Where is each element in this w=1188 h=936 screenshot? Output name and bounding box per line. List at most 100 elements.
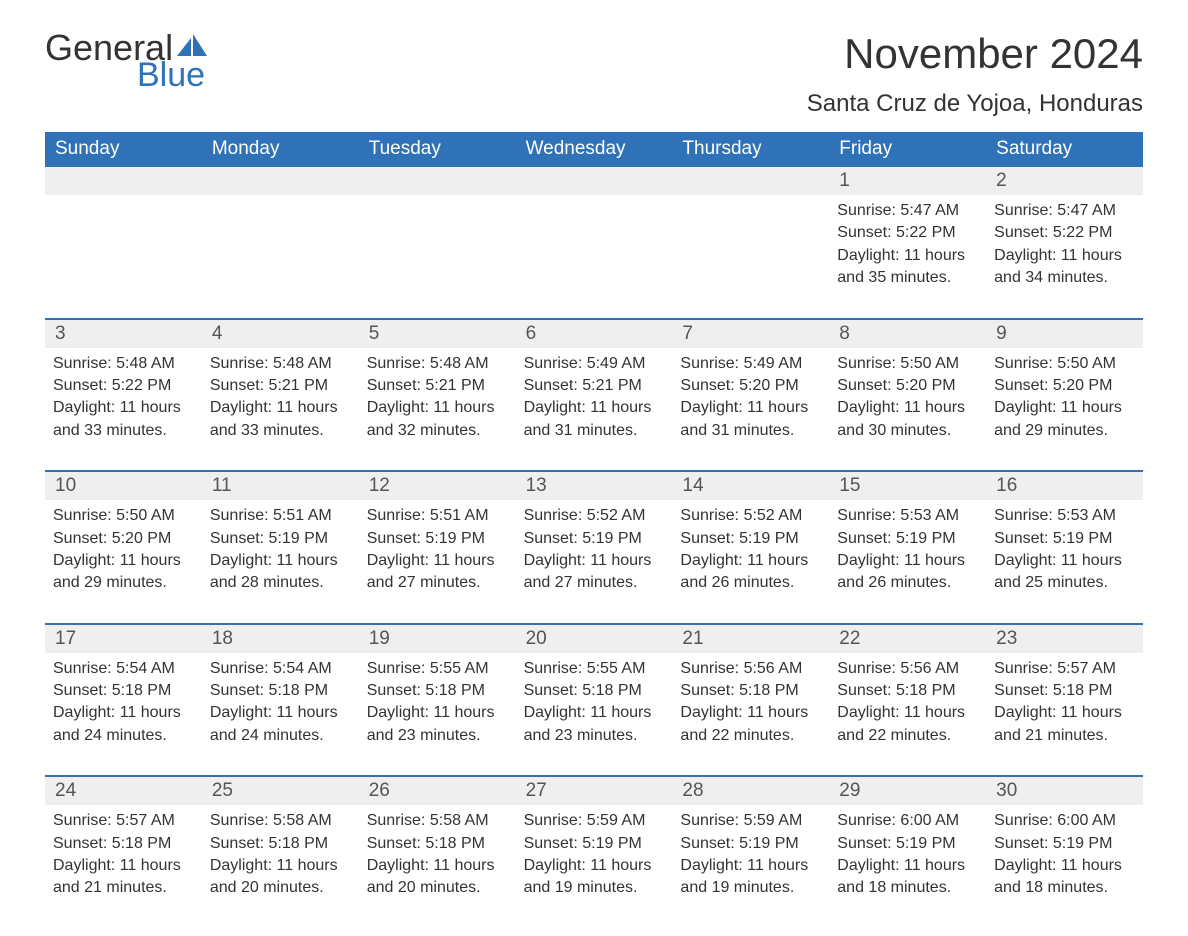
sunset-text: Sunset: 5:18 PM	[837, 680, 978, 702]
day-number-row: 16	[986, 472, 1143, 500]
sunrise-text: Sunrise: 5:47 AM	[837, 200, 978, 222]
sunset-text: Sunset: 5:21 PM	[210, 375, 351, 397]
day-number-row: 3	[45, 320, 202, 348]
sunset-text: Sunset: 5:18 PM	[680, 680, 821, 702]
sunrise-text: Sunrise: 5:53 AM	[994, 505, 1135, 527]
sunrise-text: Sunrise: 5:58 AM	[210, 810, 351, 832]
day-number-row: 12	[359, 472, 516, 500]
day2-text: and 19 minutes.	[524, 877, 665, 899]
day1-text: Daylight: 11 hours	[837, 702, 978, 724]
sunset-text: Sunset: 5:19 PM	[994, 528, 1135, 550]
day2-text: and 23 minutes.	[524, 725, 665, 747]
sunrise-text: Sunrise: 5:48 AM	[367, 353, 508, 375]
day-number: 21	[682, 628, 703, 649]
day-number-row: 1	[829, 167, 986, 195]
day-cell: 25Sunrise: 5:58 AMSunset: 5:18 PMDayligh…	[202, 777, 359, 906]
weekday-header: Thursday	[672, 132, 829, 167]
sunset-text: Sunset: 5:20 PM	[994, 375, 1135, 397]
day-cell: 28Sunrise: 5:59 AMSunset: 5:19 PMDayligh…	[672, 777, 829, 906]
day-cell: 29 Sunrise: 6:00 AMSunset: 5:19 PMDayligh…	[829, 777, 986, 906]
sunrise-text: Sunrise: 5:55 AM	[367, 658, 508, 680]
day-cell: 27Sunrise: 5:59 AMSunset: 5:19 PMDayligh…	[516, 777, 673, 906]
day2-text: and 34 minutes.	[994, 267, 1135, 289]
day1-text: Daylight: 11 hours	[524, 855, 665, 877]
day-cell: 26Sunrise: 5:58 AMSunset: 5:18 PMDayligh…	[359, 777, 516, 906]
sunrise-text: Sunrise: 5:57 AM	[53, 810, 194, 832]
day-number: 15	[839, 475, 860, 496]
week-row: 24Sunrise: 5:57 AMSunset: 5:18 PMDayligh…	[45, 775, 1143, 906]
day-number: 8	[839, 323, 850, 344]
day-cell: 15Sunrise: 5:53 AMSunset: 5:19 PMDayligh…	[829, 472, 986, 601]
day-cell	[672, 167, 829, 296]
sunrise-text: Sunrise: 6:00 AM	[837, 810, 978, 832]
sunrise-text: Sunrise: 5:49 AM	[524, 353, 665, 375]
sunset-text: Sunset: 5:19 PM	[837, 833, 978, 855]
sunset-text: Sunset: 5:18 PM	[53, 680, 194, 702]
day2-text: and 22 minutes.	[680, 725, 821, 747]
day2-text: and 35 minutes.	[837, 267, 978, 289]
day1-text: Daylight: 11 hours	[680, 855, 821, 877]
sunrise-text: Sunrise: 5:55 AM	[524, 658, 665, 680]
day2-text: and 24 minutes.	[210, 725, 351, 747]
day1-text: Daylight: 11 hours	[680, 397, 821, 419]
sunrise-text: Sunrise: 5:54 AM	[210, 658, 351, 680]
day2-text: and 30 minutes.	[837, 420, 978, 442]
sunrise-text: Sunrise: 5:52 AM	[680, 505, 821, 527]
sunset-text: Sunset: 5:19 PM	[524, 528, 665, 550]
day-number-row: 28	[672, 777, 829, 805]
sunrise-text: Sunrise: 5:51 AM	[367, 505, 508, 527]
day1-text: Daylight: 11 hours	[367, 702, 508, 724]
day-number: 10	[55, 475, 76, 496]
day-number: 30	[996, 780, 1017, 801]
title-block: November 2024 Santa Cruz de Yojoa, Hondu…	[807, 30, 1143, 118]
sunrise-text: Sunrise: 5:54 AM	[53, 658, 194, 680]
day-number-row: 18	[202, 625, 359, 653]
day2-text: and 22 minutes.	[837, 725, 978, 747]
day1-text: Daylight: 11 hours	[837, 245, 978, 267]
day-number: 6	[526, 323, 537, 344]
day1-text: Daylight: 11 hours	[837, 550, 978, 572]
day-number: 29	[839, 780, 860, 801]
day-cell: 14Sunrise: 5:52 AMSunset: 5:19 PMDayligh…	[672, 472, 829, 601]
day-cell: 13Sunrise: 5:52 AMSunset: 5:19 PMDayligh…	[516, 472, 673, 601]
day-cell: 5Sunrise: 5:48 AMSunset: 5:21 PMDaylight…	[359, 320, 516, 449]
day-cell: 3Sunrise: 5:48 AMSunset: 5:22 PMDaylight…	[45, 320, 202, 449]
sunset-text: Sunset: 5:18 PM	[53, 833, 194, 855]
day-number: 24	[55, 780, 76, 801]
day-number-row: 22	[829, 625, 986, 653]
day1-text: Daylight: 11 hours	[994, 855, 1135, 877]
weekday-header: Wednesday	[516, 132, 673, 167]
day1-text: Daylight: 11 hours	[994, 245, 1135, 267]
day1-text: Daylight: 11 hours	[210, 855, 351, 877]
day-cell: 19Sunrise: 5:55 AMSunset: 5:18 PMDayligh…	[359, 625, 516, 754]
day1-text: Daylight: 11 hours	[524, 397, 665, 419]
day-cell: 6Sunrise: 5:49 AMSunset: 5:21 PMDaylight…	[516, 320, 673, 449]
day-number: 4	[212, 323, 223, 344]
weekday-header: Monday	[202, 132, 359, 167]
day-number-row: 19	[359, 625, 516, 653]
day-number: 28	[682, 780, 703, 801]
day2-text: and 21 minutes.	[53, 877, 194, 899]
sunset-text: Sunset: 5:18 PM	[210, 833, 351, 855]
day-number-row: 24	[45, 777, 202, 805]
weekday-header: Friday	[829, 132, 986, 167]
sunrise-text: Sunrise: 6:00 AM	[994, 810, 1135, 832]
day-number-row: 4	[202, 320, 359, 348]
day-cell: 10Sunrise: 5:50 AMSunset: 5:20 PMDayligh…	[45, 472, 202, 601]
week-row: 1Sunrise: 5:47 AMSunset: 5:22 PMDaylight…	[45, 167, 1143, 296]
day1-text: Daylight: 11 hours	[53, 397, 194, 419]
day2-text: and 20 minutes.	[367, 877, 508, 899]
empty-day	[45, 167, 202, 195]
day1-text: Daylight: 11 hours	[837, 855, 978, 877]
sunset-text: Sunset: 5:22 PM	[837, 222, 978, 244]
sunset-text: Sunset: 5:21 PM	[367, 375, 508, 397]
day-number-row: 9	[986, 320, 1143, 348]
weekday-header-row: Sunday Monday Tuesday Wednesday Thursday…	[45, 132, 1143, 167]
sunset-text: Sunset: 5:19 PM	[210, 528, 351, 550]
day2-text: and 20 minutes.	[210, 877, 351, 899]
day-cell: 11Sunrise: 5:51 AMSunset: 5:19 PMDayligh…	[202, 472, 359, 601]
week-row: 10Sunrise: 5:50 AMSunset: 5:20 PMDayligh…	[45, 470, 1143, 601]
day2-text: and 31 minutes.	[680, 420, 821, 442]
location: Santa Cruz de Yojoa, Honduras	[807, 90, 1143, 118]
day-cell: 16Sunrise: 5:53 AMSunset: 5:19 PMDayligh…	[986, 472, 1143, 601]
